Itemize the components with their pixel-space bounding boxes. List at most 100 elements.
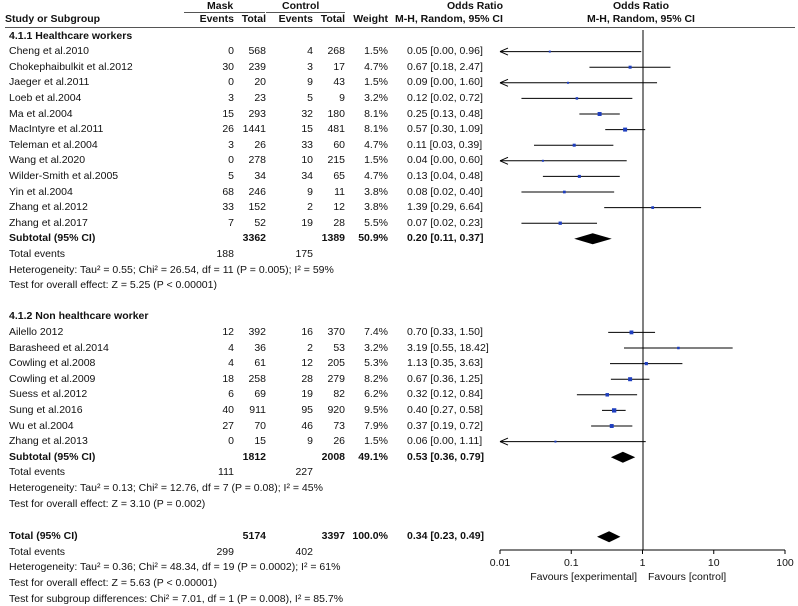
ci-arrow <box>499 78 509 87</box>
weight: 4.7% <box>364 169 388 182</box>
ci-arrow <box>499 437 509 446</box>
total-events-control: 175 <box>295 247 313 260</box>
odds-ratio-ci: 0.05 [0.00, 0.96] <box>407 45 483 58</box>
total-mask: 278 <box>248 154 266 167</box>
total-control: 920 <box>327 403 345 416</box>
events-mask: 3 <box>228 138 234 151</box>
overall-ci: 0.34 [0.23, 0.49] <box>407 530 485 543</box>
odds-ratio-ci: 0.25 [0.13, 0.48] <box>407 107 483 120</box>
study-name: MacIntyre et al.2011 <box>9 123 104 136</box>
events-control: 19 <box>301 388 313 401</box>
odds-ratio-ci: 0.11 [0.03, 0.39] <box>407 138 483 151</box>
subtotal-total-control: 1389 <box>321 232 345 245</box>
events-mask: 27 <box>222 419 234 432</box>
study-name: Barasheed et al.2014 <box>9 341 109 354</box>
ci-arrow <box>499 156 509 165</box>
events-control: 12 <box>301 357 313 370</box>
odds-ratio-ci: 0.70 [0.33, 1.50] <box>407 325 483 338</box>
subgroup-differences: Test for subgroup differences: Chi² = 7.… <box>9 592 344 605</box>
study-name: Wilder-Smith et al.2005 <box>9 169 119 182</box>
study-name: Chokephaibulkit et al.2012 <box>9 60 133 73</box>
total-control: 28 <box>333 216 345 229</box>
events-mask: 30 <box>222 60 234 73</box>
study-name: Ailello 2012 <box>9 325 64 338</box>
events-mask: 0 <box>228 45 234 58</box>
events-mask: 7 <box>228 216 234 229</box>
total-events-mask: 188 <box>216 247 234 260</box>
study-name: Yin et al.2004 <box>9 185 73 198</box>
total-mask: 1441 <box>242 123 266 136</box>
events-control: 4 <box>307 45 313 58</box>
weight: 8.2% <box>364 372 388 385</box>
odds-ratio-ci: 0.08 [0.02, 0.40] <box>407 185 483 198</box>
total-mask: 34 <box>254 169 266 182</box>
header-rule <box>184 12 265 13</box>
study-name: Teleman et al.2004 <box>9 138 98 151</box>
events-control: 3 <box>307 60 313 73</box>
subtotal-total-mask: 1812 <box>242 450 266 463</box>
events-control: 46 <box>301 419 313 432</box>
study-name: Zhang et al.2012 <box>9 201 88 214</box>
total-mask: 26 <box>254 138 266 151</box>
total-events-control: 227 <box>295 466 313 479</box>
overall-effect: Test for overall effect: Z = 3.10 (P = 0… <box>9 497 206 510</box>
total-control: 481 <box>327 123 345 136</box>
total-mask: 20 <box>254 76 266 89</box>
total-mask: 70 <box>254 419 266 432</box>
x-tick-label: 0.01 <box>489 556 511 569</box>
weight: 1.5% <box>364 435 388 448</box>
total-control: 43 <box>333 76 345 89</box>
header-events1: Events <box>199 12 234 25</box>
x-tick-label: 1 <box>639 556 646 569</box>
total-control: 279 <box>327 372 345 385</box>
events-mask: 4 <box>228 341 234 354</box>
favours-experimental: Favours [experimental] <box>530 570 637 583</box>
total-mask: 246 <box>248 185 266 198</box>
total-mask: 36 <box>254 341 266 354</box>
odds-ratio-ci: 0.12 [0.02, 0.72] <box>407 91 483 104</box>
study-marker <box>628 65 632 69</box>
events-control: 2 <box>307 201 313 214</box>
events-mask: 26 <box>222 123 234 136</box>
summary-diamond <box>610 451 636 463</box>
study-marker <box>644 361 648 366</box>
weight: 3.2% <box>364 91 388 104</box>
total-mask: 392 <box>248 325 266 338</box>
overall-total-mask: 5174 <box>242 530 266 543</box>
study-name: Ma et al.2004 <box>9 107 73 120</box>
total-control: 268 <box>327 45 345 58</box>
odds-ratio-ci: 0.57 [0.30, 1.09] <box>407 123 483 136</box>
study-name: Zhang et al.2013 <box>9 435 88 448</box>
weight: 5.3% <box>364 357 388 370</box>
total-mask: 61 <box>254 357 266 370</box>
study-name: Wang et al.2020 <box>9 154 86 167</box>
favours-control: Favours [control] <box>648 570 727 583</box>
study-marker <box>558 221 562 225</box>
ci-arrow <box>499 47 509 56</box>
subtotal-total-control: 2008 <box>321 450 345 463</box>
study-marker <box>572 143 576 147</box>
total-mask: 911 <box>249 403 266 416</box>
study-marker <box>651 206 655 209</box>
events-control: 16 <box>301 325 313 338</box>
study-name: Loeb et al.2004 <box>9 91 82 104</box>
study-name: Zhang et al.2017 <box>9 216 88 229</box>
overall-events-control: 402 <box>295 545 313 558</box>
events-mask: 6 <box>228 388 234 401</box>
events-control: 10 <box>301 154 313 167</box>
odds-ratio-ci: 0.32 [0.12, 0.84] <box>407 388 483 401</box>
total-control: 65 <box>333 169 345 182</box>
total-mask: 258 <box>248 372 266 385</box>
total-control: 82 <box>333 388 345 401</box>
overall-weight: 100.0% <box>352 530 388 543</box>
header-or: Odds Ratio <box>447 0 504 12</box>
total-control: 26 <box>333 435 345 448</box>
total-control: 215 <box>327 154 345 167</box>
total-mask: 23 <box>254 91 266 104</box>
study-marker <box>566 81 569 84</box>
header-group2: Control <box>282 0 320 12</box>
total-control: 73 <box>333 419 345 432</box>
events-control: 32 <box>301 107 313 120</box>
x-tick-label: 100 <box>776 556 794 569</box>
header-weight: Weight <box>353 12 388 25</box>
